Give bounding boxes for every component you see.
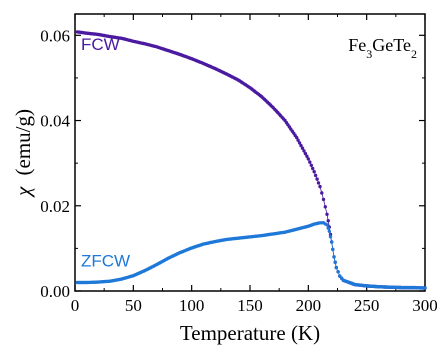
y-tick-label: 0.06 (40, 26, 70, 45)
series-label-zfcw: ZFCW (81, 252, 130, 271)
y-tick-label: 0.02 (40, 197, 70, 216)
svg-text:χ (emu/g): χ (emu/g) (11, 109, 35, 198)
data-point (331, 247, 335, 252)
data-point (309, 163, 313, 167)
plot-frame (74, 13, 426, 292)
data-point (312, 170, 316, 174)
data-point (315, 177, 319, 181)
y-axis-symbol: χ (11, 186, 35, 198)
series-label-fcw: FCW (81, 35, 120, 54)
data-point (303, 151, 308, 156)
data-point (328, 235, 333, 239)
data-point (316, 181, 321, 185)
axis-ticks (74, 14, 426, 292)
data-point (325, 223, 329, 227)
data-point (306, 157, 310, 161)
x-tick-label: 50 (125, 296, 142, 315)
data-point (327, 229, 331, 233)
data-point (332, 255, 336, 259)
data-point (302, 149, 306, 153)
data-point (336, 270, 340, 274)
x-tick-label: 150 (237, 296, 263, 315)
x-tick-label: 100 (179, 296, 205, 315)
data-point (423, 286, 427, 290)
data-point (330, 240, 334, 244)
y-axis-unit: (emu/g) (11, 109, 35, 175)
data-point (299, 143, 303, 148)
x-axis-label: Temperature (K) (180, 321, 320, 345)
data-point (334, 265, 338, 270)
data-point (300, 146, 305, 150)
data-point (318, 184, 322, 189)
series-zfcw (75, 221, 427, 290)
data-point (305, 154, 309, 158)
data-point (313, 173, 318, 178)
data-point (320, 191, 324, 195)
x-tick-label: 250 (354, 296, 380, 315)
x-tick-label: 300 (412, 296, 437, 315)
data-point (295, 135, 299, 140)
data-point (311, 166, 315, 171)
tick-labels: 0 50 100 150 200 250 300 0.00 0.02 0.04 0.06 (40, 26, 437, 315)
data-point (297, 141, 302, 145)
x-tick-label: 0 (71, 296, 80, 315)
data-point (296, 138, 300, 142)
data-point (321, 197, 326, 202)
data-point (326, 226, 330, 230)
x-tick-label: 200 (296, 296, 322, 315)
data-point (326, 219, 330, 223)
data-point (325, 212, 329, 216)
data-point (308, 160, 312, 164)
y-tick-label: 0.04 (40, 112, 70, 131)
data-point (333, 260, 337, 264)
y-axis-label: χ (emu/g) (11, 109, 35, 198)
sample-formula-label: Fe3GeTe2 (348, 35, 417, 61)
data-point (323, 205, 327, 209)
series-line (77, 31, 426, 289)
y-tick-label: 0.00 (40, 282, 70, 301)
series-layer (75, 30, 427, 290)
